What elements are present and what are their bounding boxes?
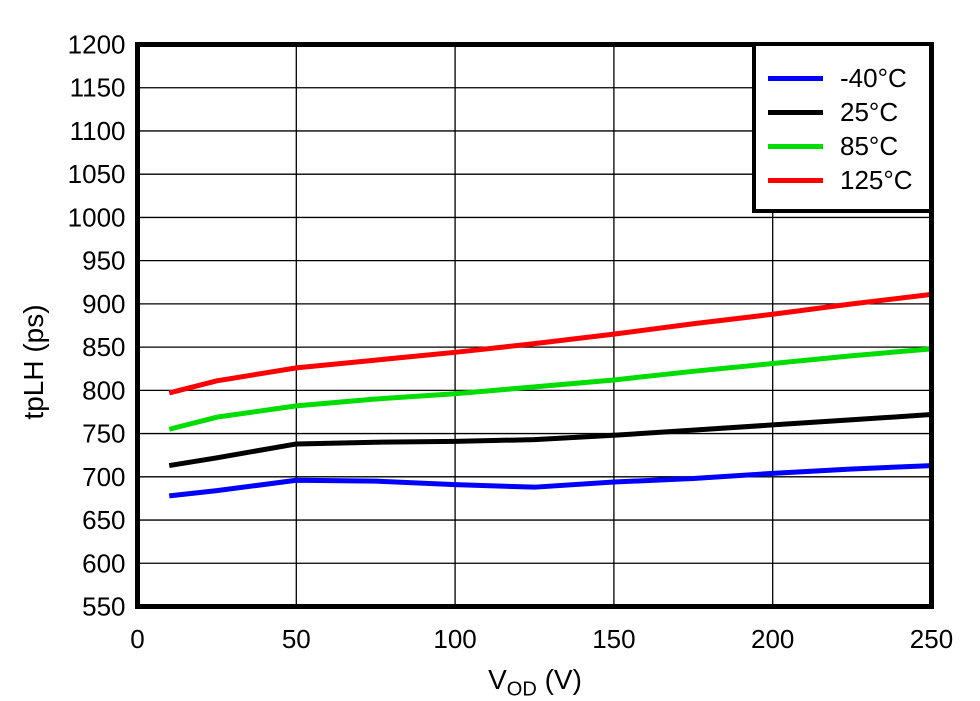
legend-swatch — [768, 75, 823, 81]
legend-label: -40°C — [840, 62, 907, 93]
x-axis-title-unit: (V) — [536, 664, 582, 695]
x-tick-label: 250 — [910, 624, 953, 654]
legend-item: -40°C — [756, 61, 929, 95]
x-axis-title-subscript: OD — [506, 678, 537, 701]
x-axis-title-base: V — [488, 664, 507, 695]
y-tick-label: 950 — [82, 246, 125, 276]
legend-item: 25°C — [756, 95, 929, 129]
x-tick-label: 0 — [130, 624, 144, 654]
legend-label: 25°C — [840, 96, 899, 127]
legend-item: 85°C — [756, 129, 929, 163]
y-axis-title: tpLH (ps) — [18, 304, 49, 420]
y-tick-label: 1050 — [68, 159, 126, 189]
x-tick-label: 150 — [592, 624, 635, 654]
y-tick-label: 800 — [82, 375, 125, 405]
y-tick-label: 700 — [82, 462, 125, 492]
legend-item: 125°C — [756, 163, 929, 197]
x-tick-label: 50 — [282, 624, 311, 654]
legend-label: 85°C — [840, 130, 899, 161]
series-line--40C — [168, 463, 932, 499]
plot-border — [135, 42, 934, 609]
legend-swatch — [768, 143, 823, 149]
x-tick-label: 100 — [433, 624, 476, 654]
y-tick-label: 1200 — [68, 30, 126, 60]
x-tick-label: 200 — [751, 624, 794, 654]
legend: -40°C 25°C 85°C 125°C — [752, 42, 933, 213]
series-line-25C — [168, 412, 932, 469]
y-tick-label: 750 — [82, 419, 125, 449]
y-tick-label: 900 — [82, 289, 125, 319]
y-tick-label: 550 — [82, 592, 125, 622]
legend-swatch — [768, 177, 823, 183]
legend-label: 125°C — [840, 164, 913, 195]
y-tick-label: 850 — [82, 332, 125, 362]
legend-swatch — [768, 109, 823, 115]
series-line-85C — [168, 346, 932, 432]
y-tick-label: 1000 — [68, 202, 126, 232]
x-axis-title: VOD (V) — [488, 664, 582, 700]
y-tick-label: 650 — [82, 505, 125, 535]
y-tick-label: 1100 — [70, 116, 126, 146]
y-tick-label: 600 — [82, 548, 125, 578]
series-line-125C — [168, 291, 932, 396]
y-tick-label: 1150 — [70, 73, 126, 103]
